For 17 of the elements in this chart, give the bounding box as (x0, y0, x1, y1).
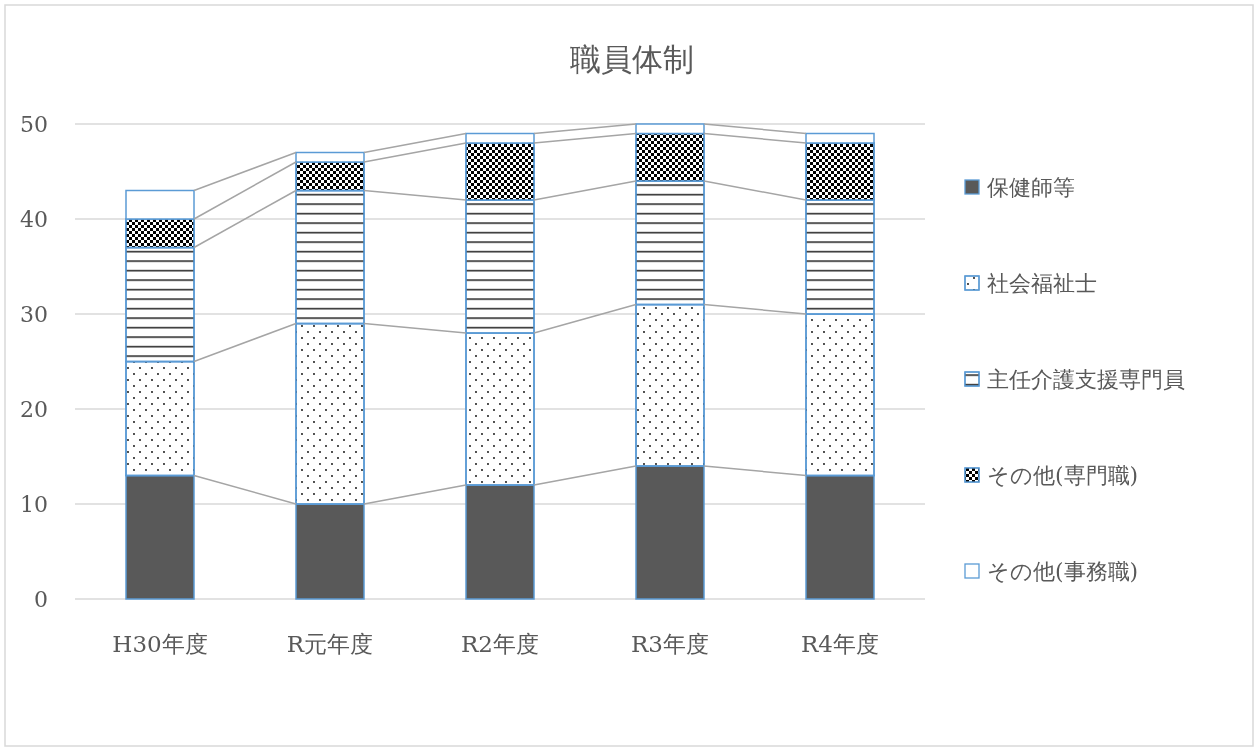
chart-title: 職員体制 (570, 41, 694, 77)
y-tick-label: 50 (20, 112, 48, 137)
y-tick-label: 40 (20, 207, 48, 232)
y-tick-label: 30 (20, 302, 48, 327)
legend-label: 社会福祉士 (987, 271, 1097, 296)
y-tick-label: 20 (20, 397, 48, 422)
x-tick-label: H30年度 (112, 631, 208, 657)
x-tick-label: R3年度 (631, 631, 709, 657)
legend-label: 保健師等 (987, 175, 1075, 200)
y-tick-label: 0 (34, 587, 48, 612)
legend-label: 主任介護支援専門員 (987, 367, 1185, 392)
x-tick-label: R2年度 (461, 631, 539, 657)
x-tick-label: R4年度 (801, 631, 879, 657)
legend-label: その他(専門職) (987, 463, 1139, 488)
legend-label: その他(事務職) (987, 559, 1139, 584)
x-tick-label: R元年度 (286, 631, 374, 657)
y-tick-label: 10 (20, 492, 48, 517)
